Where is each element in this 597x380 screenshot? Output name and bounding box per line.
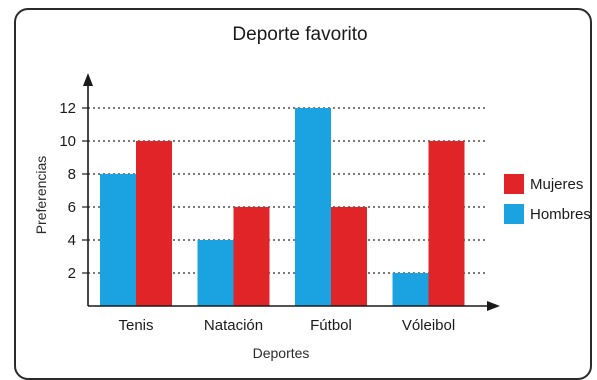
y-axis-label: Preferencias [33, 156, 49, 235]
y-tick-label: 10 [59, 133, 76, 150]
bar-futbol-mujeres [331, 207, 367, 306]
legend: Mujeres Hombres [504, 174, 591, 224]
legend-label-hombres: Hombres [530, 206, 591, 223]
bar-tenis-hombres [100, 174, 136, 306]
x-tick-label: Natación [204, 317, 263, 334]
chart-title: Deporte favorito [232, 24, 367, 45]
x-tick-labels: Tenis Natación Fútbol Vóleibol [118, 317, 455, 334]
y-tick-labels: 2 4 6 8 10 12 [59, 100, 88, 282]
y-tick-label: 8 [68, 166, 76, 183]
bar-tenis-mujeres [136, 141, 172, 306]
y-tick-label: 12 [59, 100, 76, 117]
y-tick-label: 4 [68, 232, 76, 249]
x-axis-arrow [487, 301, 500, 311]
bar-voleibol-hombres [392, 273, 429, 306]
bar-natacion-hombres [197, 240, 234, 306]
bar-voleibol-mujeres [428, 141, 465, 306]
x-tick-label: Vóleibol [402, 317, 455, 334]
legend-swatch-hombres [504, 204, 524, 224]
x-tick-label: Fútbol [310, 317, 352, 334]
axes [83, 73, 500, 311]
bar-natacion-mujeres [233, 207, 270, 306]
legend-swatch-mujeres [504, 174, 524, 194]
x-axis-label: Deportes [253, 345, 310, 361]
y-axis-arrow [83, 73, 93, 86]
y-tick-label: 2 [68, 265, 76, 282]
bars [100, 108, 465, 306]
x-tick-label: Tenis [118, 317, 153, 334]
bar-futbol-hombres [295, 108, 331, 306]
legend-label-mujeres: Mujeres [530, 176, 583, 193]
y-tick-label: 6 [68, 199, 76, 216]
